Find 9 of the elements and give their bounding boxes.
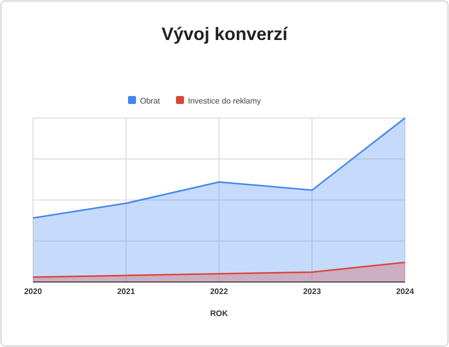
legend-label: Obrat xyxy=(140,96,161,106)
legend-label: Investice do reklamy xyxy=(188,96,261,106)
chart-title: Vývoj konverzí xyxy=(161,24,289,44)
x-tick-label: 2020 xyxy=(24,287,42,296)
x-tick-label: 2024 xyxy=(396,287,414,296)
x-tick-label: 2021 xyxy=(117,287,136,296)
x-axis-title: ROK xyxy=(210,309,228,318)
x-tick-label: 2022 xyxy=(210,287,228,296)
x-tick-label: 2023 xyxy=(303,287,322,296)
